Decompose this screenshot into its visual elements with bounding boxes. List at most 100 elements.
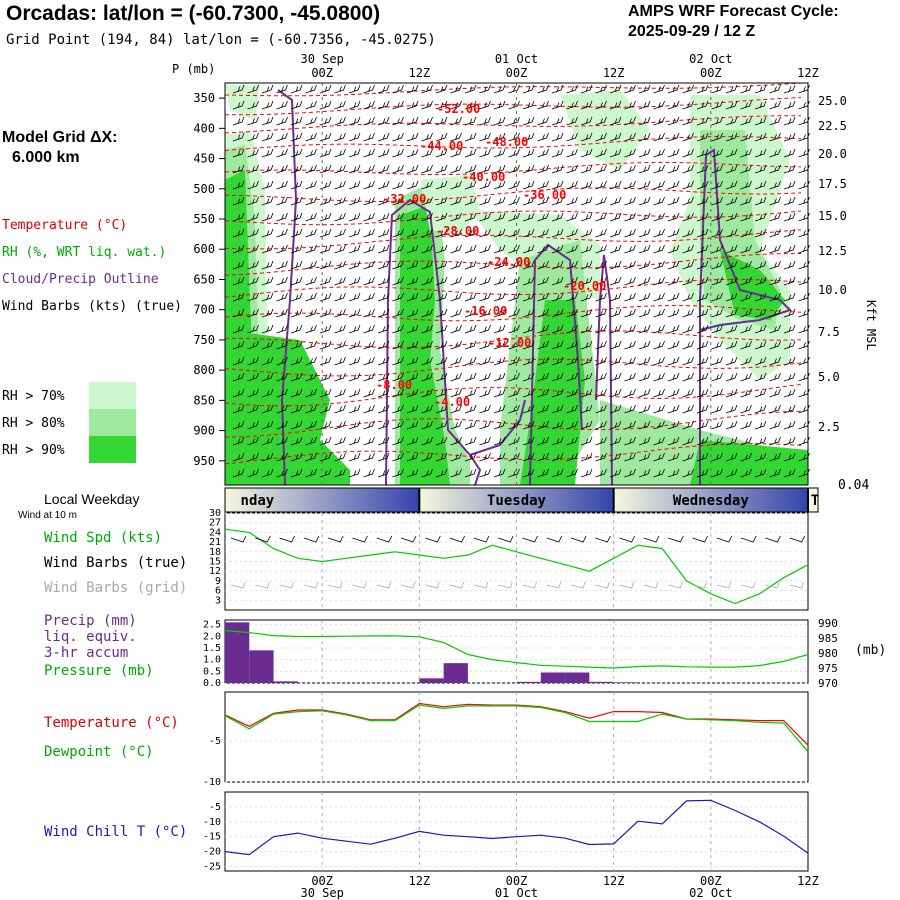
wind-barb <box>682 276 694 286</box>
wind-barb <box>464 196 477 206</box>
wind-barb <box>725 292 738 302</box>
surface-wind-barb-true <box>498 535 514 543</box>
wind-barb <box>638 324 651 334</box>
wind-barb <box>638 468 651 478</box>
top-time-label: 00Z <box>311 66 333 80</box>
pressure-unit-right: (mb) <box>855 643 887 658</box>
wind-barb <box>537 452 549 462</box>
wind-barb <box>522 340 535 350</box>
wind-barb <box>450 132 462 142</box>
wind-barb <box>247 100 259 110</box>
wind-barb <box>740 308 752 318</box>
model-grid: Model Grid ΔX: 6.000 km <box>2 128 118 168</box>
wind-barb <box>508 244 520 254</box>
wind-barb <box>261 148 274 158</box>
wind-barb <box>290 420 303 430</box>
bottom-time-label: 12Z <box>797 874 819 888</box>
rh-region-16 <box>225 85 260 120</box>
pressure-right-tick-label: 970 <box>818 677 838 690</box>
weekday-label: Tuesday <box>487 493 547 509</box>
wind-barb <box>276 308 288 318</box>
wind-barb <box>580 404 593 414</box>
wind-barb <box>305 180 317 190</box>
wind-barb <box>754 388 767 398</box>
wind-barb <box>551 212 564 222</box>
top-date-label: 02 Oct <box>689 52 732 66</box>
wind-barb <box>319 116 332 126</box>
pressure-tick-label: 550 <box>193 212 215 226</box>
wind-barb <box>305 164 317 174</box>
wind-barb <box>783 84 796 94</box>
wind-barb <box>261 164 274 174</box>
wind-barb <box>711 436 723 446</box>
height-tick-label: 2.5 <box>818 420 840 434</box>
wind-barb <box>653 196 665 206</box>
temperature-contour-label: -36.00 <box>523 188 566 202</box>
wind-barb <box>305 196 317 206</box>
wind-barb <box>667 260 680 270</box>
surface-wind-barb-grid <box>619 581 635 589</box>
wind-barb <box>464 292 477 302</box>
cloud-outline-0 <box>277 89 298 486</box>
wind-barb <box>624 404 636 414</box>
top-time-label: 12Z <box>797 66 819 80</box>
wind-barb <box>435 340 448 350</box>
temperature-contour-1 <box>225 97 802 116</box>
pressure-tick-label: 600 <box>193 242 215 256</box>
wind-barb <box>377 180 390 190</box>
wind-barb <box>682 420 694 430</box>
wind-barb <box>754 180 767 190</box>
wind-barb <box>261 340 274 350</box>
wind-barb <box>682 452 694 462</box>
wind-barb <box>232 468 245 478</box>
wind-barb <box>566 372 578 382</box>
precip-bar <box>540 672 566 683</box>
wind-barb <box>711 452 723 462</box>
wind-barb <box>551 340 564 350</box>
precip-bar <box>516 681 541 683</box>
wind-barb <box>363 116 375 126</box>
wind-barb <box>276 276 288 286</box>
wind-barb <box>769 116 781 126</box>
wind-barb <box>522 388 535 398</box>
wind-barb <box>334 388 346 398</box>
wind-barb <box>682 468 694 478</box>
wind-barb <box>566 308 578 318</box>
wind-barb <box>247 372 259 382</box>
wind-barb <box>682 164 694 174</box>
wind-barb <box>377 212 390 222</box>
wind-barb <box>725 308 738 318</box>
wind-barb <box>406 292 419 302</box>
surface-wind-barb-true <box>692 535 708 543</box>
wind-chill-tick-label: -20 <box>203 847 221 858</box>
wind-barb <box>348 84 361 94</box>
wind-barb <box>305 276 317 286</box>
wind-barb <box>740 468 752 478</box>
wind-barb <box>783 212 796 222</box>
legend-rh70-swatch <box>89 382 136 409</box>
wind-barb <box>783 196 796 206</box>
wind-barb <box>609 260 622 270</box>
wind-barb <box>334 212 346 222</box>
surface-wind-barb-grid <box>328 581 343 589</box>
wind-barb <box>261 260 274 270</box>
wind-barb <box>522 100 535 110</box>
wind-barb <box>435 116 448 126</box>
surface-wind-barb-true <box>595 535 611 543</box>
wind-barb <box>421 420 433 430</box>
wind-barb <box>319 324 332 334</box>
wind-barb <box>421 276 433 286</box>
wind-barb <box>783 244 796 254</box>
wind-barb <box>363 388 375 398</box>
wind-barb <box>363 452 375 462</box>
wind-barb <box>595 308 607 318</box>
wind-barb <box>566 84 578 94</box>
wind-barb <box>783 420 796 430</box>
wind-barb <box>450 388 462 398</box>
wind-barb <box>406 116 419 126</box>
wind-barb <box>725 372 738 382</box>
wind-spd-label: Wind Spd (kts) <box>44 530 163 546</box>
wind-barb <box>740 276 752 286</box>
wind-barb <box>421 196 433 206</box>
wind-barb <box>580 180 593 190</box>
